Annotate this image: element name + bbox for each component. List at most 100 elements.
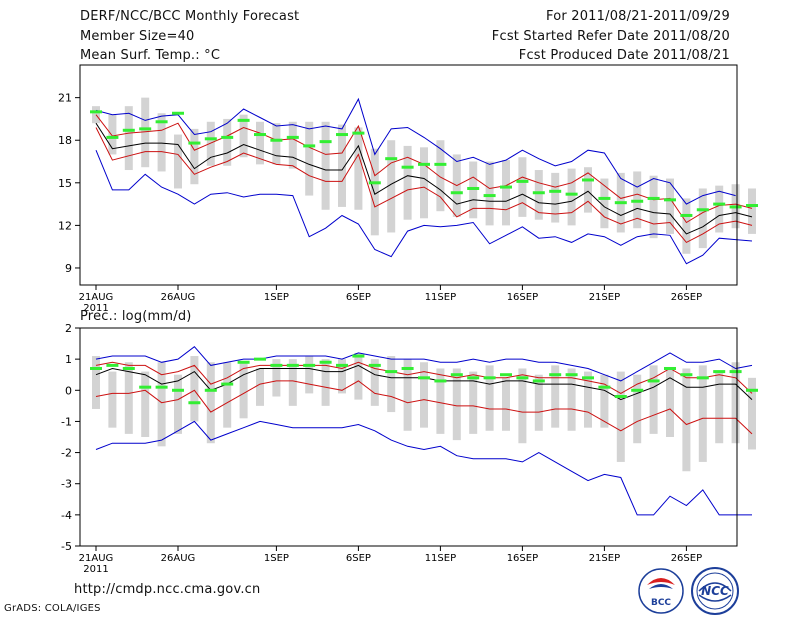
x-tick-label: 6SEP <box>346 292 371 303</box>
obs-marker <box>614 395 627 399</box>
spread-bar <box>420 362 428 428</box>
mean-line <box>95 122 753 235</box>
spread-bar <box>633 374 642 444</box>
spread-bar <box>485 161 494 226</box>
y-tick-label: -1 <box>61 415 72 428</box>
obs-marker <box>713 202 726 206</box>
x-tick-label: 1SEP <box>264 553 289 564</box>
obs-marker <box>139 385 152 389</box>
spread-bar <box>584 371 592 428</box>
bcc-logo-text: BCC <box>651 598 671 608</box>
spread-bar <box>157 113 166 172</box>
obs-marker <box>500 185 512 189</box>
obs-marker <box>188 401 201 405</box>
obs-marker <box>155 385 168 389</box>
spread-bar <box>403 145 412 220</box>
y-tick-label: 1 <box>65 353 72 366</box>
source-url[interactable]: http://cmdp.ncc.cma.gov.cn <box>74 582 261 597</box>
y-tick-label: -2 <box>61 447 72 460</box>
spread-bar <box>272 123 281 165</box>
obs-marker <box>664 366 676 370</box>
x-year-label: 2011 <box>83 303 108 314</box>
obs-marker <box>122 366 135 370</box>
obs-marker <box>204 388 217 392</box>
forecast-period: For 2011/08/21-2011/09/29 <box>546 9 730 24</box>
obs-marker <box>237 360 250 364</box>
panel-precipitation: -5 -4 -3 -2 -1 0 1 2 21AUG 26AUG 1SEP 6SEP 11SEP 16SE… <box>61 322 758 575</box>
upper-line <box>95 361 753 394</box>
obs-marker <box>500 373 512 377</box>
obs-marker <box>204 137 217 141</box>
ncc-logo-text: NCC <box>701 584 729 598</box>
y-tick-label: 9 <box>65 262 72 275</box>
obs-marker <box>696 376 709 380</box>
x-tick-label: 16SEP <box>507 553 538 564</box>
obs-marker <box>598 196 611 200</box>
member-size-label: Member Size=40 <box>80 29 195 44</box>
spread-bar <box>288 121 297 169</box>
spread-bar <box>338 124 346 207</box>
obs-marker <box>450 373 463 377</box>
obs-marker <box>139 127 152 131</box>
spread-bar <box>748 188 756 234</box>
spread-bar <box>387 140 396 233</box>
obs-marker <box>286 363 299 367</box>
start-date: Fcst Started Refer Date 2011/08/20 <box>491 29 730 44</box>
obs-marker <box>516 179 529 183</box>
spread-bar <box>436 368 445 434</box>
obs-marker <box>483 194 496 198</box>
obs-marker <box>172 111 184 115</box>
spread-bar <box>124 106 133 171</box>
spread-bar <box>305 121 314 196</box>
spread-bar <box>698 365 707 462</box>
x-tick-label: 26SEP <box>671 553 702 564</box>
spread-bar <box>534 374 543 431</box>
y-tick-label: -4 <box>61 509 72 522</box>
obs-marker <box>532 191 545 195</box>
panel-temperature: 9 12 15 18 21 21AUG 26AUG 1SEP 6SEP 11SEP 16SEP 21S… <box>58 64 758 314</box>
y-tick-label: 2 <box>65 322 72 335</box>
x-tick-label: 16SEP <box>507 292 538 303</box>
y-tick-label: 18 <box>58 134 72 147</box>
obs-marker <box>680 213 693 217</box>
obs-marker <box>237 118 250 122</box>
y-tick-label: 21 <box>58 92 72 105</box>
spread-bar <box>141 97 150 168</box>
spread-bar <box>682 368 691 472</box>
obs-marker <box>106 135 119 139</box>
obs-marker <box>286 135 299 139</box>
obs-marker <box>549 373 562 377</box>
obs-marker <box>729 205 742 209</box>
spread-bar <box>190 128 199 185</box>
spread-bar <box>600 374 609 428</box>
obs-marker <box>565 373 578 377</box>
y-tick-label: 0 <box>65 384 72 397</box>
spread-bar <box>141 371 150 437</box>
spread-bar <box>666 178 674 234</box>
spread-bar <box>649 365 658 434</box>
obs-marker <box>680 373 693 377</box>
obs-marker <box>729 370 742 374</box>
x-tick-label: 11SEP <box>425 292 456 303</box>
obs-marker <box>385 370 398 374</box>
spread-bar <box>174 374 182 434</box>
spread-bar <box>239 114 248 158</box>
obs-marker <box>434 379 447 383</box>
y-tick-label: -3 <box>61 478 72 491</box>
spread-bar <box>485 365 494 431</box>
spread-bar <box>354 127 363 210</box>
spread-bar <box>502 377 510 431</box>
obs-marker <box>90 366 102 370</box>
spread-bar <box>239 362 248 419</box>
obs-marker <box>270 363 283 367</box>
x-tick-label: 21AUG <box>79 553 114 564</box>
lower-line <box>95 380 753 435</box>
obs-marker <box>155 120 168 124</box>
spread-bar <box>567 168 576 226</box>
max-line <box>95 97 736 205</box>
figure-title: DERF/NCC/BCC Monthly Forecast <box>80 9 300 24</box>
spread-bar <box>338 359 346 394</box>
obs-marker <box>270 138 283 142</box>
spread-bar <box>256 368 264 406</box>
